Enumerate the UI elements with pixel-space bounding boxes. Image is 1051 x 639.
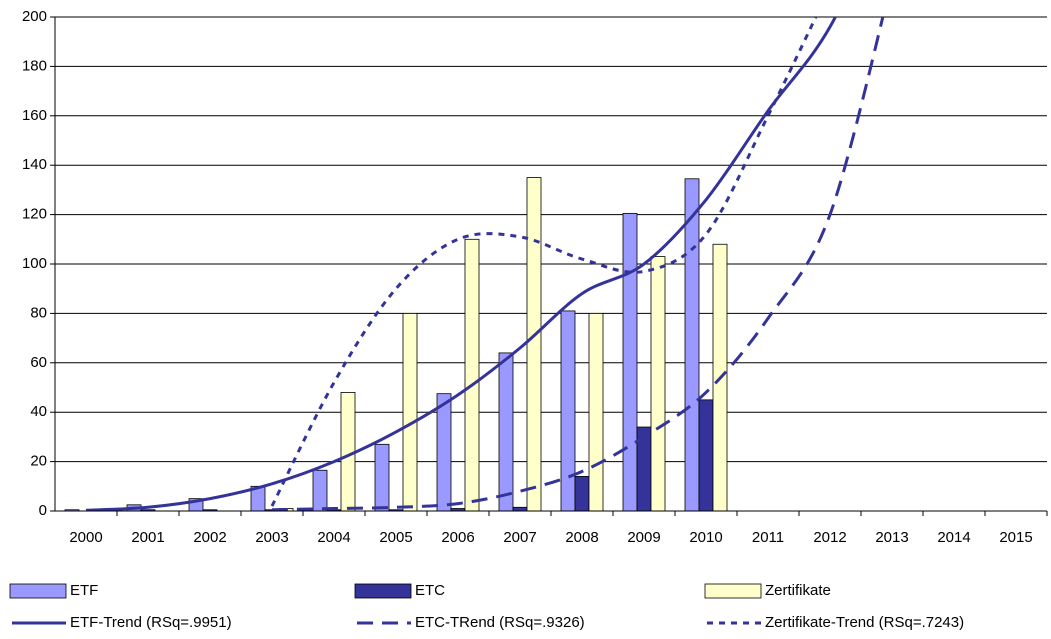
y-tick-label: 100 [22,255,47,272]
trend-line [85,17,838,511]
x-tick-label: 2003 [255,529,288,546]
bar [574,476,590,512]
legend-label: ETF [70,582,98,599]
bar [698,399,714,512]
y-tick-label: 160 [22,107,47,124]
y-tick-label: 20 [30,453,47,470]
bar [512,506,528,512]
bar [464,238,480,512]
legend-label: ETC-TRend (RSq=.9326) [415,614,585,631]
legend-label: Zertifikate-Trend (RSq=.7243) [765,614,964,631]
x-tick-label: 2008 [565,529,598,546]
y-tick-label: 120 [22,206,47,223]
y-tick-label: 180 [22,57,47,74]
x-tick-label: 2012 [813,529,846,546]
y-tick-label: 60 [30,354,47,371]
x-tick-label: 2014 [937,529,970,546]
x-tick-label: 2013 [875,529,908,546]
bar [560,310,576,512]
bars [64,177,728,512]
x-tick-label: 2000 [69,529,102,546]
x-tick-label: 2004 [317,529,350,546]
bar [526,177,542,512]
legend-key [704,583,762,599]
axes: 0 20 40 60 80 100 120 140 160 180 200 2000 2001 2002 2… [22,8,1048,546]
bar [650,256,666,512]
bar [374,443,390,512]
legend-label: Zertifikate [765,582,831,599]
trend-line [270,17,818,507]
bar [436,393,452,512]
y-tick-label: 0 [39,502,47,519]
x-tick-label: 2002 [193,529,226,546]
bar [498,352,514,512]
bar [622,212,638,512]
legend-key [9,583,67,599]
x-tick-label: 2010 [689,529,722,546]
bar [684,178,700,512]
y-tick-label: 40 [30,403,47,420]
x-tick-label: 2007 [503,529,536,546]
legend-key [354,583,412,599]
grid [55,16,1047,512]
bar [312,469,328,512]
x-tick-label: 2009 [627,529,660,546]
legend-label: ETC [415,582,445,599]
bar [402,312,418,512]
x-tick-label: 2001 [131,529,164,546]
y-tick-label: 200 [22,8,47,25]
x-tick-label: 2015 [999,529,1032,546]
y-tick-label: 140 [22,156,47,173]
trend-line [271,17,885,511]
legend: ETF ETC Zertifikate ETF-Trend (RSq=.9951) ET… [9,582,964,631]
x-tick-label: 2011 [752,529,784,546]
legend-label: ETF-Trend (RSq=.9951) [70,614,232,631]
bar [588,312,604,512]
x-tick-label: 2005 [379,529,412,546]
trend-lines [85,17,885,511]
x-tick-label: 2006 [441,529,474,546]
y-tick-label: 80 [30,304,47,321]
